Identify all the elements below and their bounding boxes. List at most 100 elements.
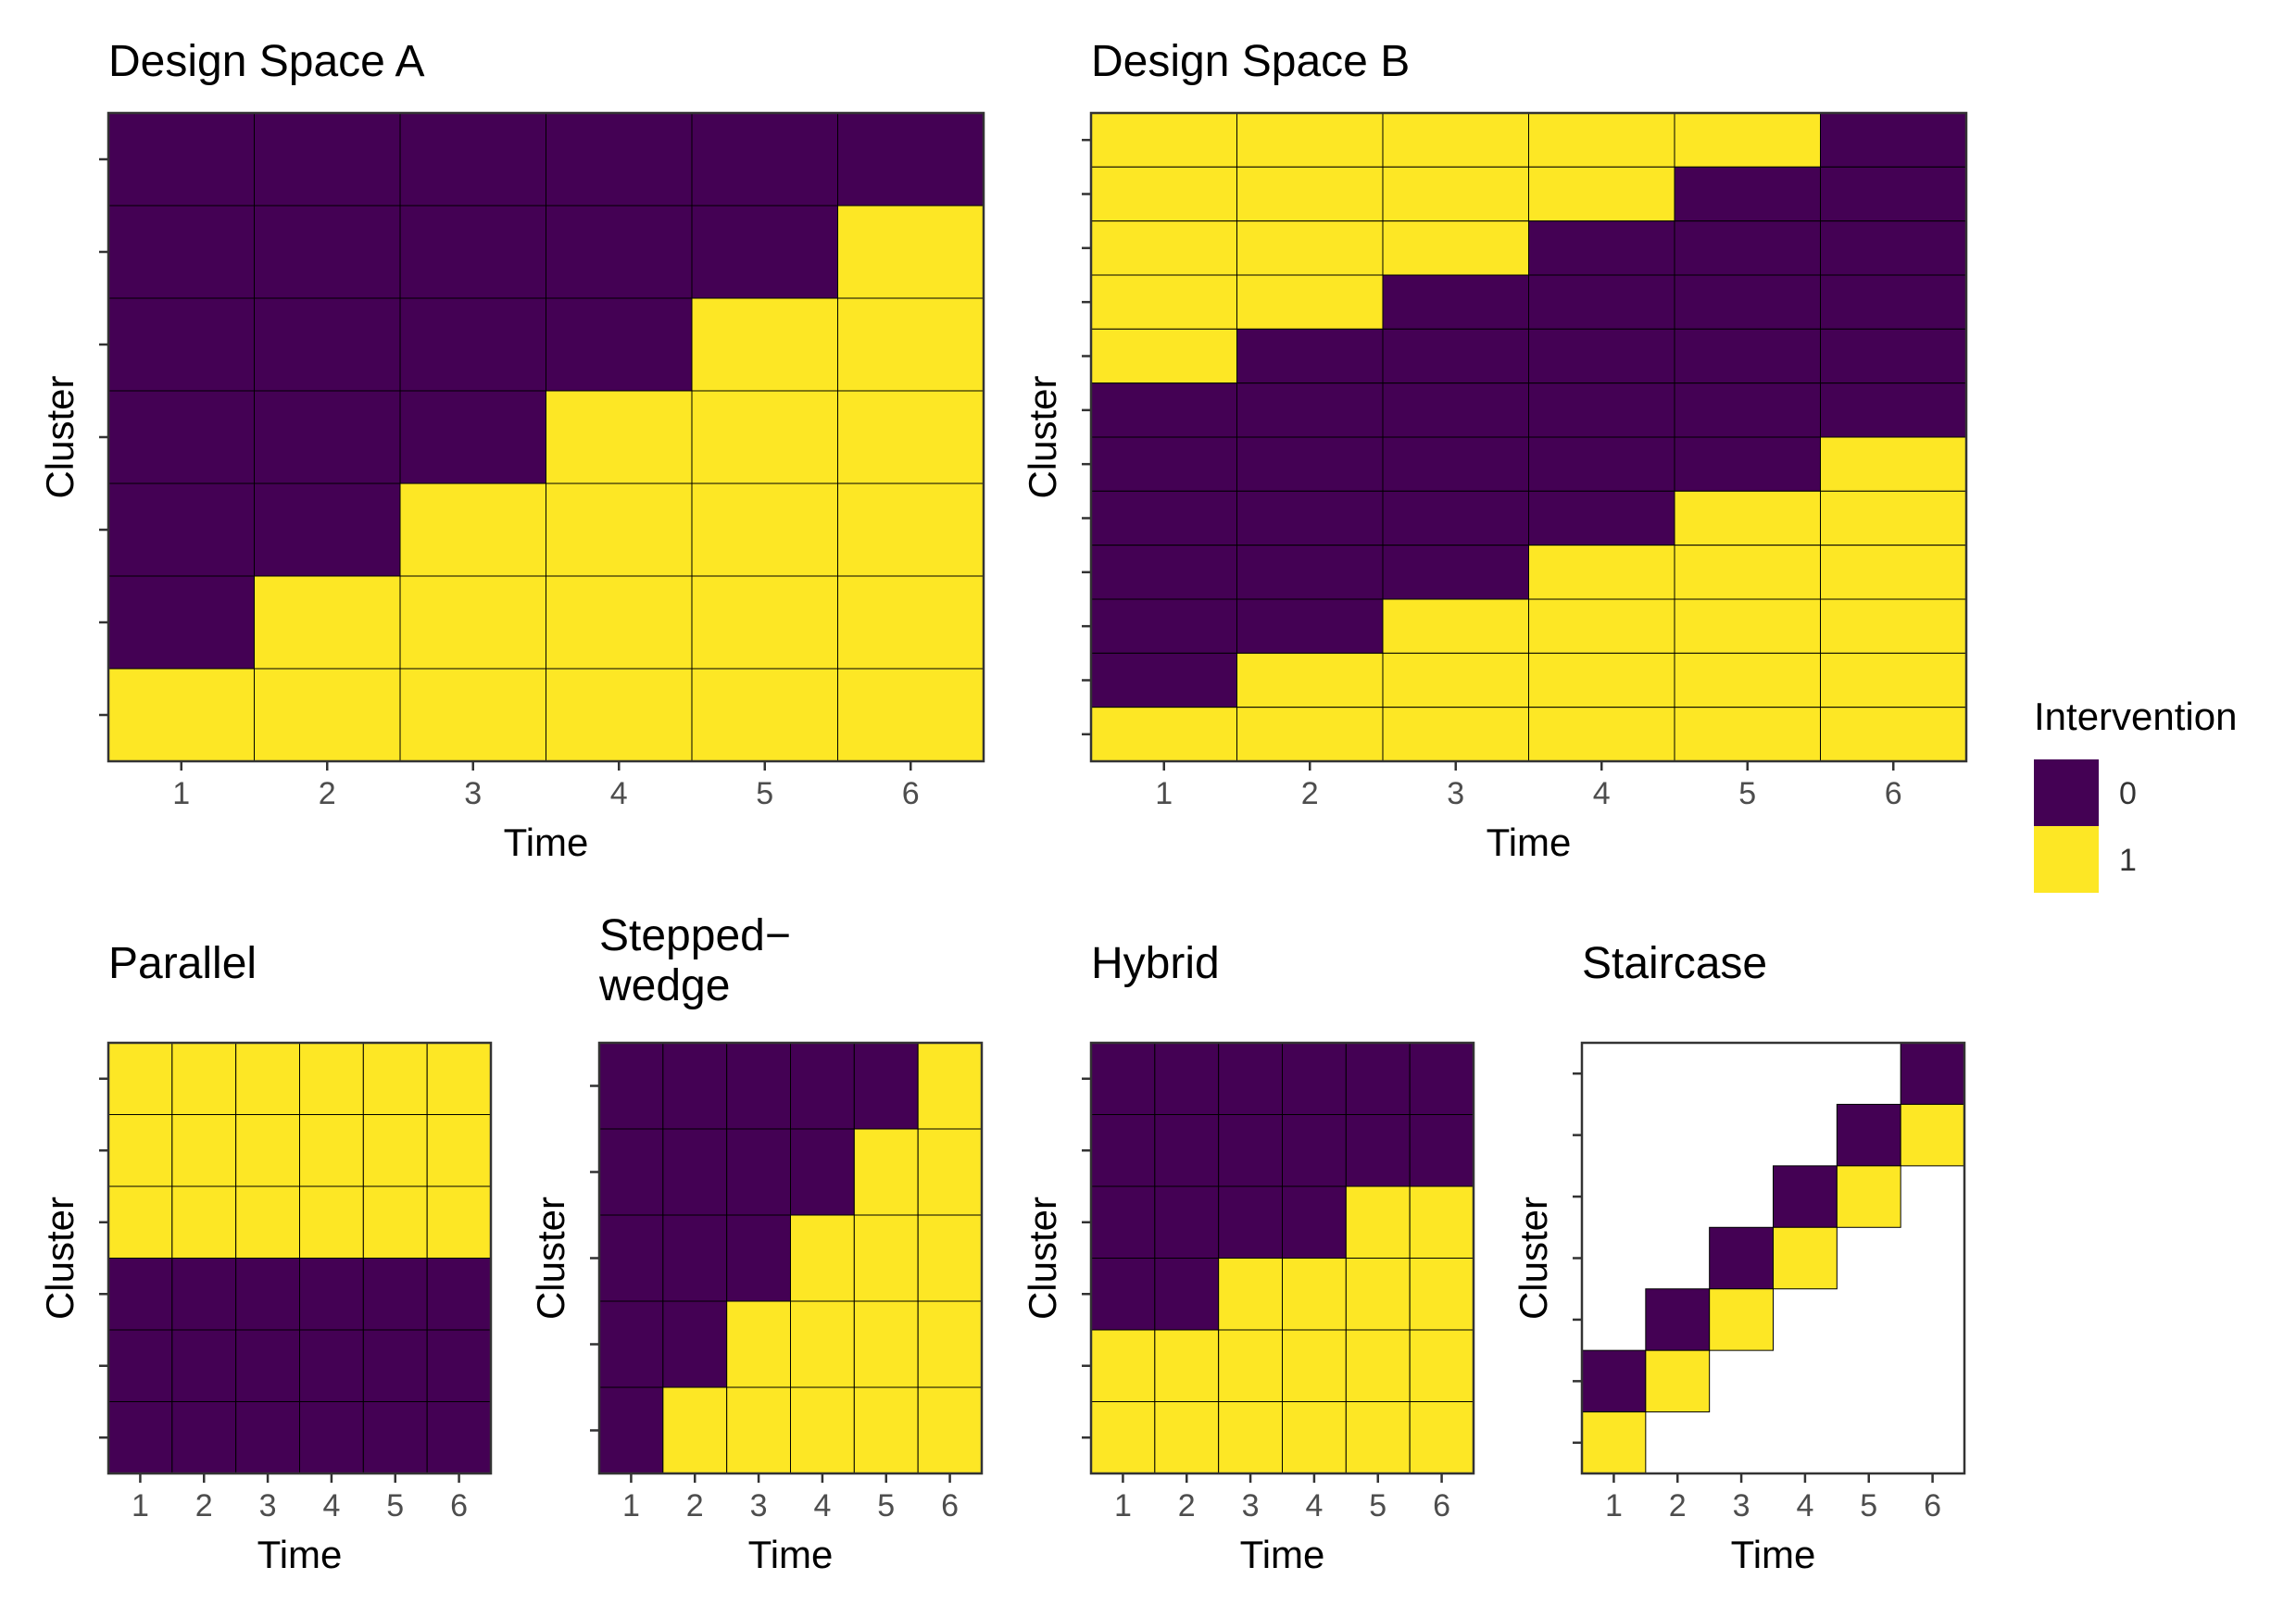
panel-border: [107, 1041, 493, 1475]
tile-control: [1345, 1114, 1411, 1187]
tile-intervention: [917, 1300, 983, 1388]
x-tick-label: 6: [941, 1488, 959, 1523]
x-tick-label: 6: [902, 776, 920, 811]
tile-control: [598, 1386, 664, 1474]
tile-intervention: [853, 1214, 919, 1302]
tile-intervention: [299, 1114, 364, 1187]
tile-intervention: [1345, 1185, 1411, 1259]
panel-1: 1 2 3 4 5 6 Time Cluster Design Space A: [38, 37, 985, 864]
tile-control: [399, 205, 546, 299]
tile-intervention: [917, 1214, 983, 1302]
tile-control: [107, 1329, 173, 1402]
tile-intervention: [1236, 166, 1384, 222]
tile-control: [1382, 274, 1529, 330]
tile-intervention: [107, 668, 255, 762]
tile-control: [171, 1329, 237, 1402]
tile-intervention: [1345, 1258, 1411, 1331]
x-tick-label: 2: [686, 1488, 704, 1523]
tile-control: [1382, 436, 1529, 492]
tile-control: [1674, 328, 1821, 384]
tile-intervention: [1382, 707, 1529, 762]
tile-intervention: [171, 1042, 237, 1115]
x-tick-label: 4: [322, 1488, 340, 1523]
tile-control: [171, 1258, 237, 1331]
x-tick-label: 4: [1305, 1488, 1323, 1523]
tile-control: [1236, 598, 1384, 654]
x-tick-label: 1: [172, 776, 190, 811]
tile-intervention: [235, 1114, 301, 1187]
tile-intervention: [837, 483, 985, 577]
tile-intervention: [546, 575, 693, 670]
tile-control: [1674, 436, 1821, 492]
tile-control: [1820, 382, 1967, 438]
tile-control: [1382, 545, 1529, 600]
tile-intervention: [1218, 1329, 1283, 1402]
tile-control: [235, 1329, 301, 1402]
tile-control: [546, 297, 693, 392]
tile-intervention: [1528, 545, 1675, 600]
tile-intervention: [1282, 1329, 1347, 1402]
x-tick-label: 5: [1369, 1488, 1386, 1523]
x-tick-label: 5: [1860, 1488, 1877, 1523]
tile-control: [1409, 1042, 1474, 1115]
tile-intervention: [1345, 1329, 1411, 1402]
tile-intervention: [254, 668, 401, 762]
tile-intervention: [1674, 707, 1821, 762]
tile-control: [790, 1128, 855, 1216]
tile-control: [235, 1258, 301, 1331]
tile-control: [107, 112, 255, 207]
x-axis-title: Time: [257, 1533, 343, 1576]
tile-intervention: [1382, 598, 1529, 654]
y-axis-title: Cluster: [1021, 1197, 1064, 1320]
tile-intervention: [1900, 1103, 1965, 1167]
tile-control: [1236, 328, 1384, 384]
tile-control: [1282, 1114, 1347, 1187]
tile-intervention: [1236, 707, 1384, 762]
tile-control: [662, 1300, 728, 1388]
tile-intervention: [917, 1386, 983, 1474]
tile-intervention: [837, 390, 985, 484]
x-tick-label: 5: [756, 776, 773, 811]
panels: 1 2 3 4 5 6 Time Cluster Design Space A 1 2 3 4 5 6 Tim…: [38, 37, 1968, 1576]
x-tick-label: 4: [1593, 776, 1611, 811]
tile-intervention: [1382, 220, 1529, 276]
tile-intervention: [1382, 112, 1529, 168]
legend-label-1: 1: [2119, 843, 2137, 878]
tile-intervention: [1581, 1411, 1647, 1474]
tile-intervention: [1090, 1401, 1156, 1474]
tile-intervention: [1820, 652, 1967, 708]
tile-control: [1154, 1042, 1220, 1115]
tile-control: [426, 1401, 492, 1474]
tile-control: [254, 390, 401, 484]
tile-control: [362, 1258, 428, 1331]
tile-intervention: [426, 1185, 492, 1259]
tile-intervention: [1820, 545, 1967, 600]
panel-title: Design Space B: [1091, 37, 1410, 86]
tile-intervention: [1236, 112, 1384, 168]
x-tick-label: 1: [622, 1488, 640, 1523]
tile-control: [107, 575, 255, 670]
tile-intervention: [1154, 1329, 1220, 1402]
legend-title: Intervention: [2034, 695, 2237, 738]
tile-intervention: [691, 575, 838, 670]
tile-control: [1528, 436, 1675, 492]
tile-control: [1090, 1185, 1156, 1259]
tile-intervention: [1820, 707, 1967, 762]
tile-control: [1345, 1042, 1411, 1115]
y-axis-title: Cluster: [1512, 1197, 1555, 1320]
panel-title: Stepped− wedge: [598, 911, 791, 1010]
tile-control: [662, 1042, 728, 1130]
tile-control: [254, 112, 401, 207]
x-tick-label: 1: [132, 1488, 149, 1523]
tile-intervention: [1236, 274, 1384, 330]
tile-intervention: [790, 1214, 855, 1302]
tile-control: [1709, 1226, 1774, 1290]
tile-control: [299, 1401, 364, 1474]
tile-intervention: [362, 1114, 428, 1187]
tile-control: [426, 1258, 492, 1331]
panel-6: 1 2 3 4 5 6 Time Cluster Staircase: [1512, 939, 1966, 1576]
tile-intervention: [1645, 1349, 1711, 1413]
tile-intervention: [235, 1185, 301, 1259]
tile-intervention: [1218, 1258, 1283, 1331]
tile-control: [662, 1128, 728, 1216]
